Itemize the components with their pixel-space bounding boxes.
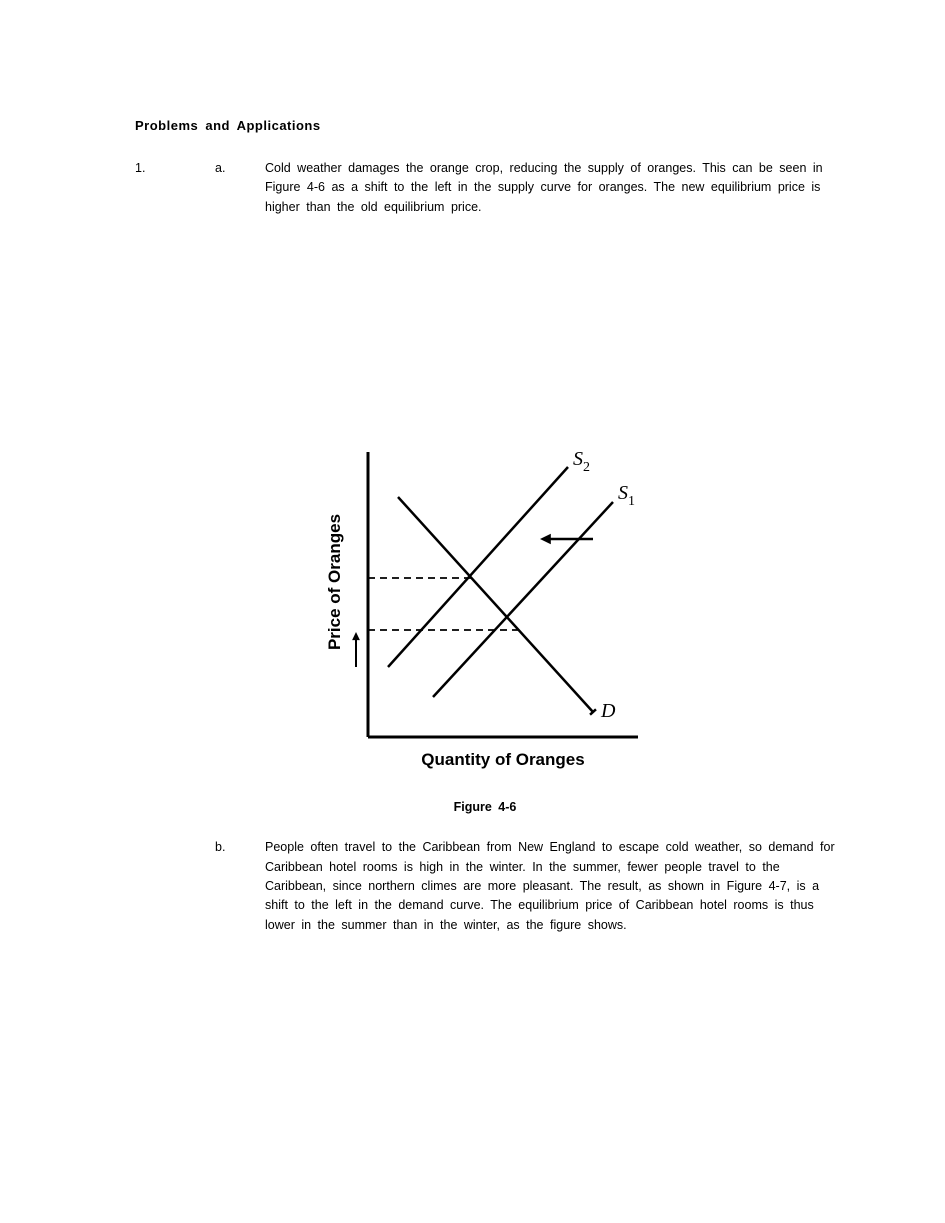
problem-1b: b. People often travel to the Caribbean … [135, 838, 835, 935]
svg-text:Quantity of Oranges: Quantity of Oranges [421, 750, 584, 769]
part-body-b: People often travel to the Caribbean fro… [265, 838, 835, 935]
section-title: Problems and Applications [135, 118, 835, 133]
part-letter-b: b. [215, 838, 265, 857]
part-letter-a: a. [215, 159, 265, 178]
problem-1a: 1. a. Cold weather damages the orange cr… [135, 159, 835, 217]
svg-text:D: D [600, 700, 616, 722]
svg-text:Price of Oranges: Price of Oranges [325, 514, 344, 650]
supply-demand-chart: Quantity of Oranges Price of Oranges D S1 S2 [318, 437, 653, 782]
figure-4-6: Quantity of Oranges Price of Oranges D S1 S2… [135, 437, 835, 814]
figure-caption: Figure 4-6 [454, 800, 517, 814]
svg-text:S2: S2 [573, 448, 590, 475]
svg-text:S1: S1 [618, 482, 635, 509]
part-body-a: Cold weather damages the orange crop, re… [265, 159, 835, 217]
problem-number: 1. [135, 159, 215, 178]
